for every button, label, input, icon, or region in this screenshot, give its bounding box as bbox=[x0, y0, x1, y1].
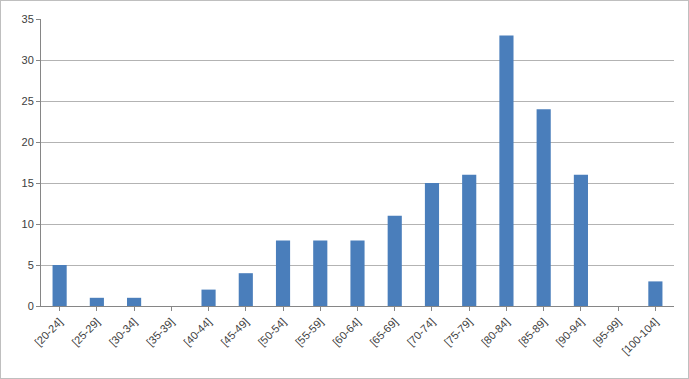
svg-text:[50-54]: [50-54] bbox=[256, 316, 289, 349]
svg-text:20: 20 bbox=[22, 136, 34, 148]
svg-text:[55-59]: [55-59] bbox=[293, 316, 326, 349]
svg-text:35: 35 bbox=[22, 13, 34, 25]
svg-text:0: 0 bbox=[28, 300, 34, 312]
svg-text:[45-49]: [45-49] bbox=[218, 316, 251, 349]
svg-text:30: 30 bbox=[22, 54, 34, 66]
svg-text:[60-64]: [60-64] bbox=[330, 316, 363, 349]
svg-text:[65-69]: [65-69] bbox=[367, 316, 400, 349]
svg-text:[95-99]: [95-99] bbox=[591, 316, 624, 349]
svg-text:[35-39]: [35-39] bbox=[144, 316, 177, 349]
svg-text:[25-29]: [25-29] bbox=[69, 316, 102, 349]
svg-text:[90-94]: [90-94] bbox=[554, 316, 587, 349]
svg-text:[20-24]: [20-24] bbox=[32, 316, 65, 349]
svg-text:5: 5 bbox=[28, 259, 34, 271]
svg-text:15: 15 bbox=[22, 177, 34, 189]
svg-text:[70-74]: [70-74] bbox=[405, 316, 438, 349]
svg-text:25: 25 bbox=[22, 95, 34, 107]
svg-text:[80-84]: [80-84] bbox=[479, 316, 512, 349]
svg-text:[100-104]: [100-104] bbox=[619, 316, 660, 357]
svg-text:10: 10 bbox=[22, 218, 34, 230]
svg-text:[85-89]: [85-89] bbox=[516, 316, 549, 349]
svg-text:[40-44]: [40-44] bbox=[181, 316, 214, 349]
svg-text:[30-34]: [30-34] bbox=[107, 316, 140, 349]
svg-text:[75-79]: [75-79] bbox=[442, 316, 475, 349]
